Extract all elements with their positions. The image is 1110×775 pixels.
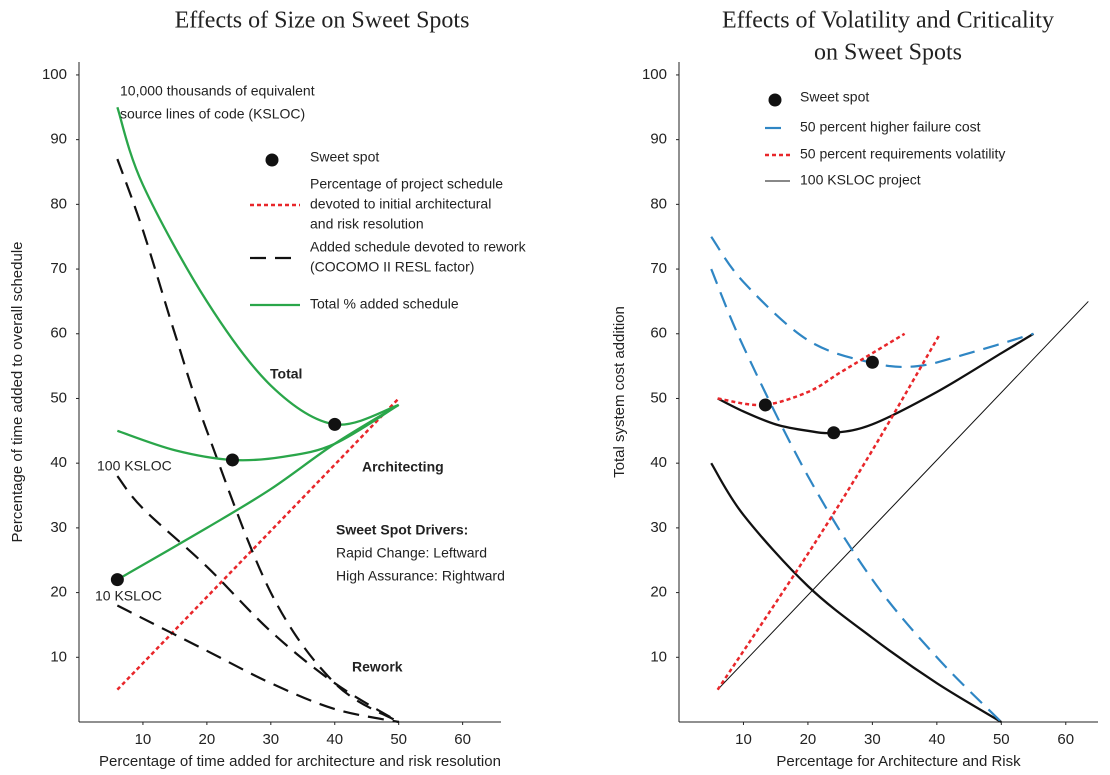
legend-label: 50 percent requirements volatility — [800, 146, 1005, 162]
x-tick-label: 40 — [929, 731, 946, 748]
annotation: Rework — [352, 659, 403, 675]
x-axis-label: Percentage for Architecture and Risk — [776, 753, 1021, 770]
x-tick-label: 30 — [262, 731, 279, 748]
y-tick-label: 30 — [650, 519, 667, 536]
y-tick-label: 100 — [642, 66, 667, 83]
sweet-spot — [827, 426, 841, 440]
chart-title: Effects of Size on Sweet Spots — [175, 8, 470, 34]
curve — [116, 604, 399, 724]
legend-label: Percentage of project schedule — [310, 176, 503, 192]
annotation: source lines of code (KSLOC) — [120, 106, 305, 122]
curve — [716, 333, 942, 691]
curve — [116, 397, 400, 691]
legend-marker — [768, 93, 782, 107]
legend-label: Total % added schedule — [310, 296, 459, 312]
y-tick-label: 70 — [650, 260, 667, 277]
sweet-spot — [225, 453, 239, 467]
legend-label: devoted to initial architectural — [310, 196, 491, 212]
x-tick-label: 30 — [864, 731, 881, 748]
y-tick-label: 30 — [50, 519, 67, 536]
y-tick-label: 10 — [50, 648, 67, 665]
x-tick-label: 10 — [735, 731, 752, 748]
y-tick-label: 70 — [50, 260, 67, 277]
annotation: Total — [270, 366, 302, 382]
x-axis-label: Percentage of time added for architectur… — [99, 753, 501, 770]
curve — [116, 403, 400, 462]
annotation: 10,000 thousands of equivalent — [120, 83, 315, 99]
x-tick-label: 60 — [1057, 731, 1074, 748]
y-tick-label: 60 — [50, 325, 67, 342]
y-tick-label: 80 — [50, 195, 67, 212]
y-axis-label: Percentage of time added to overall sche… — [9, 241, 26, 542]
curve — [710, 268, 1003, 723]
y-axis-label: Total system cost addition — [611, 306, 628, 478]
x-tick-label: 20 — [199, 731, 216, 748]
y-tick-label: 90 — [650, 131, 667, 148]
y-tick-label: 10 — [650, 648, 667, 665]
legend-label: and risk resolution — [310, 216, 424, 232]
curve — [717, 301, 1089, 690]
x-tick-label: 10 — [135, 731, 152, 748]
y-tick-label: 20 — [50, 584, 67, 601]
y-tick-label: 80 — [650, 195, 667, 212]
legend-label: (COCOMO II RESL factor) — [310, 259, 474, 275]
chart-title: Effects of Volatility and Criticality — [722, 8, 1054, 34]
legend-label: Sweet spot — [800, 89, 869, 105]
y-tick-label: 60 — [650, 325, 667, 342]
y-tick-label: 50 — [650, 389, 667, 406]
sweet-spot — [328, 417, 342, 431]
legend-marker — [265, 153, 279, 167]
y-tick-label: 100 — [42, 66, 67, 83]
annotation: High Assurance: Rightward — [336, 568, 505, 584]
legend-label: 100 KSLOC project — [800, 172, 921, 188]
curve — [116, 403, 400, 581]
x-tick-label: 20 — [800, 731, 817, 748]
annotation: Architecting — [362, 459, 444, 475]
x-tick-label: 40 — [326, 731, 343, 748]
y-tick-label: 90 — [50, 131, 67, 148]
legend-label: Sweet spot — [310, 149, 379, 165]
curve — [717, 332, 906, 407]
legend-label: Added schedule devoted to rework — [310, 239, 527, 255]
legend-label: 50 percent higher failure cost — [800, 119, 981, 135]
x-tick-label: 50 — [993, 731, 1010, 748]
curve — [710, 236, 1034, 369]
sweet-spot — [865, 355, 879, 369]
annotation: 100 KSLOC — [97, 458, 172, 474]
chart-title: on Sweet Spots — [814, 40, 962, 66]
curve — [116, 158, 400, 723]
chart: Effects of Size on Sweet Spots 10 20 30 40 50… — [9, 8, 527, 770]
annotation: 10 KSLOC — [95, 588, 162, 604]
x-tick-label: 60 — [454, 731, 471, 748]
y-tick-label: 40 — [650, 454, 667, 471]
sweet-spot — [758, 398, 772, 412]
y-tick-label: 50 — [50, 389, 67, 406]
chart: Effects of Volatility and Criticality on … — [611, 8, 1098, 770]
x-tick-label: 50 — [390, 731, 407, 748]
y-tick-label: 40 — [50, 454, 67, 471]
curve — [710, 462, 1002, 723]
y-tick-label: 20 — [650, 584, 667, 601]
annotation: Sweet Spot Drivers: — [336, 522, 468, 538]
sweet-spot — [110, 573, 124, 587]
annotation: Rapid Change: Leftward — [336, 545, 487, 561]
